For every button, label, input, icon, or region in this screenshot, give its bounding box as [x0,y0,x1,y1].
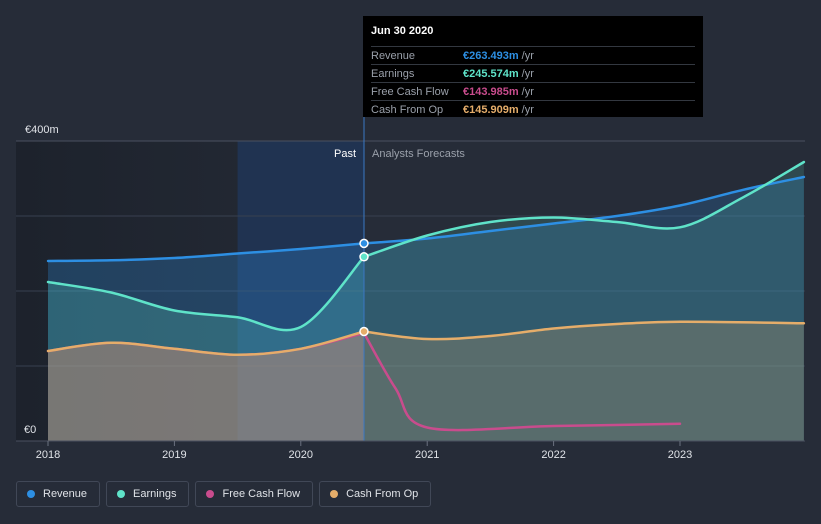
legend-dot-icon [206,490,215,498]
tooltip: Jun 30 2020 Revenue €263.493m /yr Earnin… [363,16,703,117]
marker-earnings [359,252,369,262]
tooltip-unit: /yr [521,85,534,98]
legend-dot-icon [117,490,126,498]
legend-dot-icon [27,490,35,498]
legend-label: Revenue [43,488,88,500]
x-tick-label: 2023 [668,449,692,461]
area-forecast-revenue [364,177,804,441]
legend-item-earnings[interactable]: Earnings [106,481,190,507]
tooltip-label: Free Cash Flow [371,85,449,98]
line-past-earnings [46,255,366,332]
tooltip-row-earnings: Earnings €245.574m /yr [371,64,695,82]
legend-dot-icon [330,490,339,498]
tooltip-value: €263.493m [463,49,519,62]
line-past-revenue [46,242,366,263]
legend-item-revenue[interactable]: Revenue [16,481,101,507]
tooltip-unit: /yr [521,103,534,116]
line-forecast-earnings [362,160,806,259]
tooltip-row-revenue: Revenue €263.493m /yr [371,46,695,64]
marker-revenue [359,238,369,249]
tooltip-label: Revenue [371,49,416,62]
line-forecast-free-cash-flow [362,331,682,432]
y-tick-label: €0 [24,424,36,436]
x-tick-label: 2019 [162,449,186,461]
tooltip-unit: /yr [521,67,534,80]
legend-label: Free Cash Flow [222,488,301,500]
area-forecast-cash-from-op [364,321,804,441]
tooltip-row-cash-from-op: Cash From Op €145.909m /yr [371,100,695,118]
line-past-cash-from-op [46,330,366,357]
x-tick-label: 2018 [36,449,60,461]
line-forecast-cash-from-op [362,320,806,341]
tooltip-date: Jun 30 2020 [371,25,434,37]
legend-item-cash-from-op[interactable]: Cash From Op [319,481,432,507]
tooltip-unit: /yr [521,49,534,62]
tooltip-label: Cash From Op [371,103,444,116]
y-tick-label: €400m [25,124,59,136]
forecast-label: Analysts Forecasts [372,148,465,160]
tooltip-row-free-cash-flow: Free Cash Flow €143.985m /yr [371,82,695,100]
x-tick-label: 2021 [415,449,439,461]
legend-label: Cash From Op [346,488,419,500]
tooltip-value: €145.909m [463,103,519,116]
area-past-cash-from-op [48,331,364,441]
area-past-free-cash-flow [48,333,364,441]
tooltip-label: Earnings [371,67,415,80]
x-tick-label: 2020 [289,449,313,461]
marker-cash-from-op [359,326,369,337]
past-label: Past [334,148,356,160]
x-tick-label: 2022 [541,449,565,461]
legend: Revenue Earnings Free Cash Flow Cash Fro… [16,481,432,507]
legend-label: Earnings [133,488,177,500]
area-past-earnings [48,256,364,441]
area-past-revenue [48,243,364,441]
tooltip-value: €143.985m [463,85,519,98]
legend-item-free-cash-flow[interactable]: Free Cash Flow [195,481,314,507]
tooltip-value: €245.574m [463,67,519,80]
